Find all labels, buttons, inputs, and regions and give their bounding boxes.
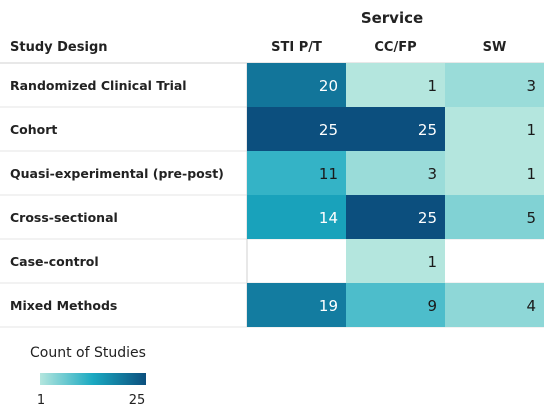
column-header: STI P/T: [271, 40, 322, 55]
heatmap-cell: [346, 151, 445, 195]
cell-value-label: 5: [526, 209, 536, 227]
legend-min-label: 1: [37, 393, 45, 408]
row-labels: Randomized Clinical Trial Cohort Quasi-exp…: [10, 78, 224, 313]
column-header: CC/FP: [374, 40, 416, 55]
cell-value-label: 1: [526, 121, 536, 139]
heatmap-cell: [445, 63, 544, 107]
heatmap-cell: [346, 63, 445, 107]
legend-color-bar: [40, 373, 146, 385]
cell-value-label: 1: [427, 77, 437, 95]
row-label: Cohort: [10, 122, 57, 137]
heatmap-cell: [445, 195, 544, 239]
legend-title: Count of Studies: [30, 345, 146, 361]
cell-value-label: 3: [427, 165, 437, 183]
row-header-title: Study Design: [10, 40, 108, 55]
cell-value-label: 25: [418, 209, 437, 227]
cell-value-label: 4: [526, 297, 536, 315]
cell-value-label: 25: [319, 121, 338, 139]
cell-value-label: 20: [319, 77, 338, 95]
heatmap-cell: [346, 107, 445, 151]
heatmap-cell: [445, 107, 544, 151]
heatmap-cell: [346, 195, 445, 239]
row-label: Randomized Clinical Trial: [10, 78, 187, 93]
heatmap-cell: [247, 283, 346, 327]
column-header: SW: [483, 40, 507, 55]
cell-value-label: 19: [319, 297, 338, 315]
heatmap-cell: [445, 151, 544, 195]
heatmap-cell: [247, 63, 346, 107]
heatmap-cell: [445, 283, 544, 327]
column-group-title: Service: [361, 9, 423, 27]
heatmap-cell: [346, 283, 445, 327]
heatmap-cell: [247, 107, 346, 151]
cell-value-label: 3: [526, 77, 536, 95]
cell-value-label: 1: [427, 253, 437, 271]
cell-value-label: 9: [427, 297, 437, 315]
cell-value-label: 1: [526, 165, 536, 183]
legend-max-label: 25: [129, 393, 146, 408]
row-label: Case-control: [10, 254, 99, 269]
cell-value-label: 11: [319, 165, 338, 183]
row-label: Cross-sectional: [10, 210, 118, 225]
heatmap-cell: [346, 239, 445, 283]
cell-value-label: 14: [319, 209, 338, 227]
cell-value-label: 25: [418, 121, 437, 139]
heatmap-cell: [247, 195, 346, 239]
heatmap-cell: [247, 151, 346, 195]
row-label: Mixed Methods: [10, 298, 117, 313]
column-headers: STI P/T CC/FP SW: [271, 40, 506, 55]
legend: Count of Studies 1 25: [30, 345, 146, 408]
row-label: Quasi-experimental (pre-post): [10, 166, 224, 181]
